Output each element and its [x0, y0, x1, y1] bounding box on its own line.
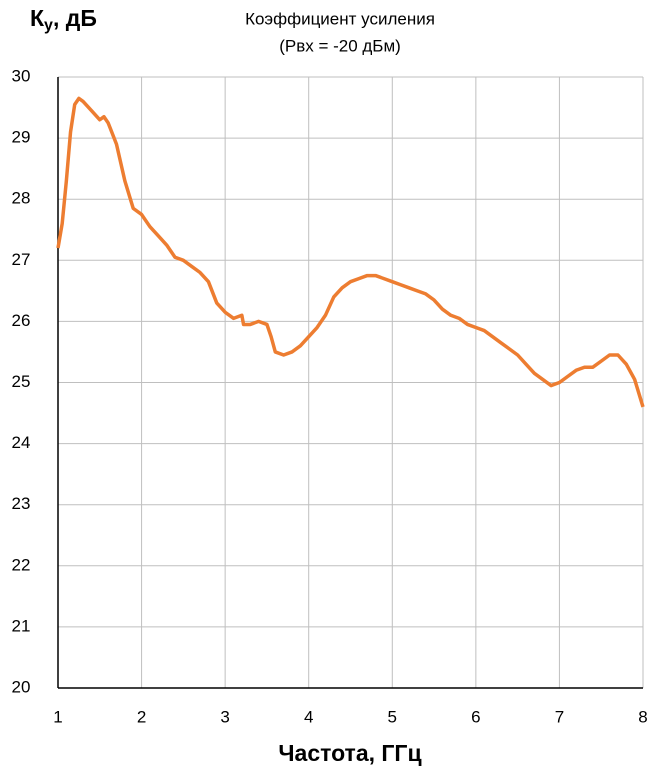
- chart-title: Коэффициент усиления: [245, 9, 435, 28]
- x-tick-label: 1: [53, 707, 62, 726]
- y-tick-label: 21: [12, 616, 31, 635]
- x-tick-label: 2: [137, 707, 146, 726]
- y-label-unit: , дБ: [53, 5, 97, 31]
- x-tick-label: 5: [388, 707, 397, 726]
- y-tick-label: 26: [12, 311, 31, 330]
- x-tick-label: 8: [638, 707, 647, 726]
- y-tick-label: 29: [12, 128, 31, 147]
- y-tick-label: 23: [12, 494, 31, 513]
- y-tick-label: 27: [12, 250, 31, 269]
- y-tick-label: 28: [12, 189, 31, 208]
- y-label-sub: у: [44, 17, 53, 34]
- y-tick-label: 30: [12, 66, 31, 85]
- y-tick-label: 24: [12, 433, 31, 452]
- x-tick-label: 4: [304, 707, 313, 726]
- chart-subtitle: (Pвх = -20 дБм): [279, 36, 401, 55]
- y-tick-label: 25: [12, 372, 31, 391]
- y-axis-label: Ку, дБ: [30, 5, 97, 34]
- x-tick-label: 6: [471, 707, 480, 726]
- y-label-main: К: [30, 5, 45, 31]
- y-tick-label: 20: [12, 677, 31, 696]
- y-tick-label: 22: [12, 555, 31, 574]
- x-tick-label: 3: [220, 707, 229, 726]
- x-axis-label: Частота, ГГц: [278, 740, 421, 766]
- data-line: [56, 96, 645, 408]
- x-tick-label: 7: [555, 707, 564, 726]
